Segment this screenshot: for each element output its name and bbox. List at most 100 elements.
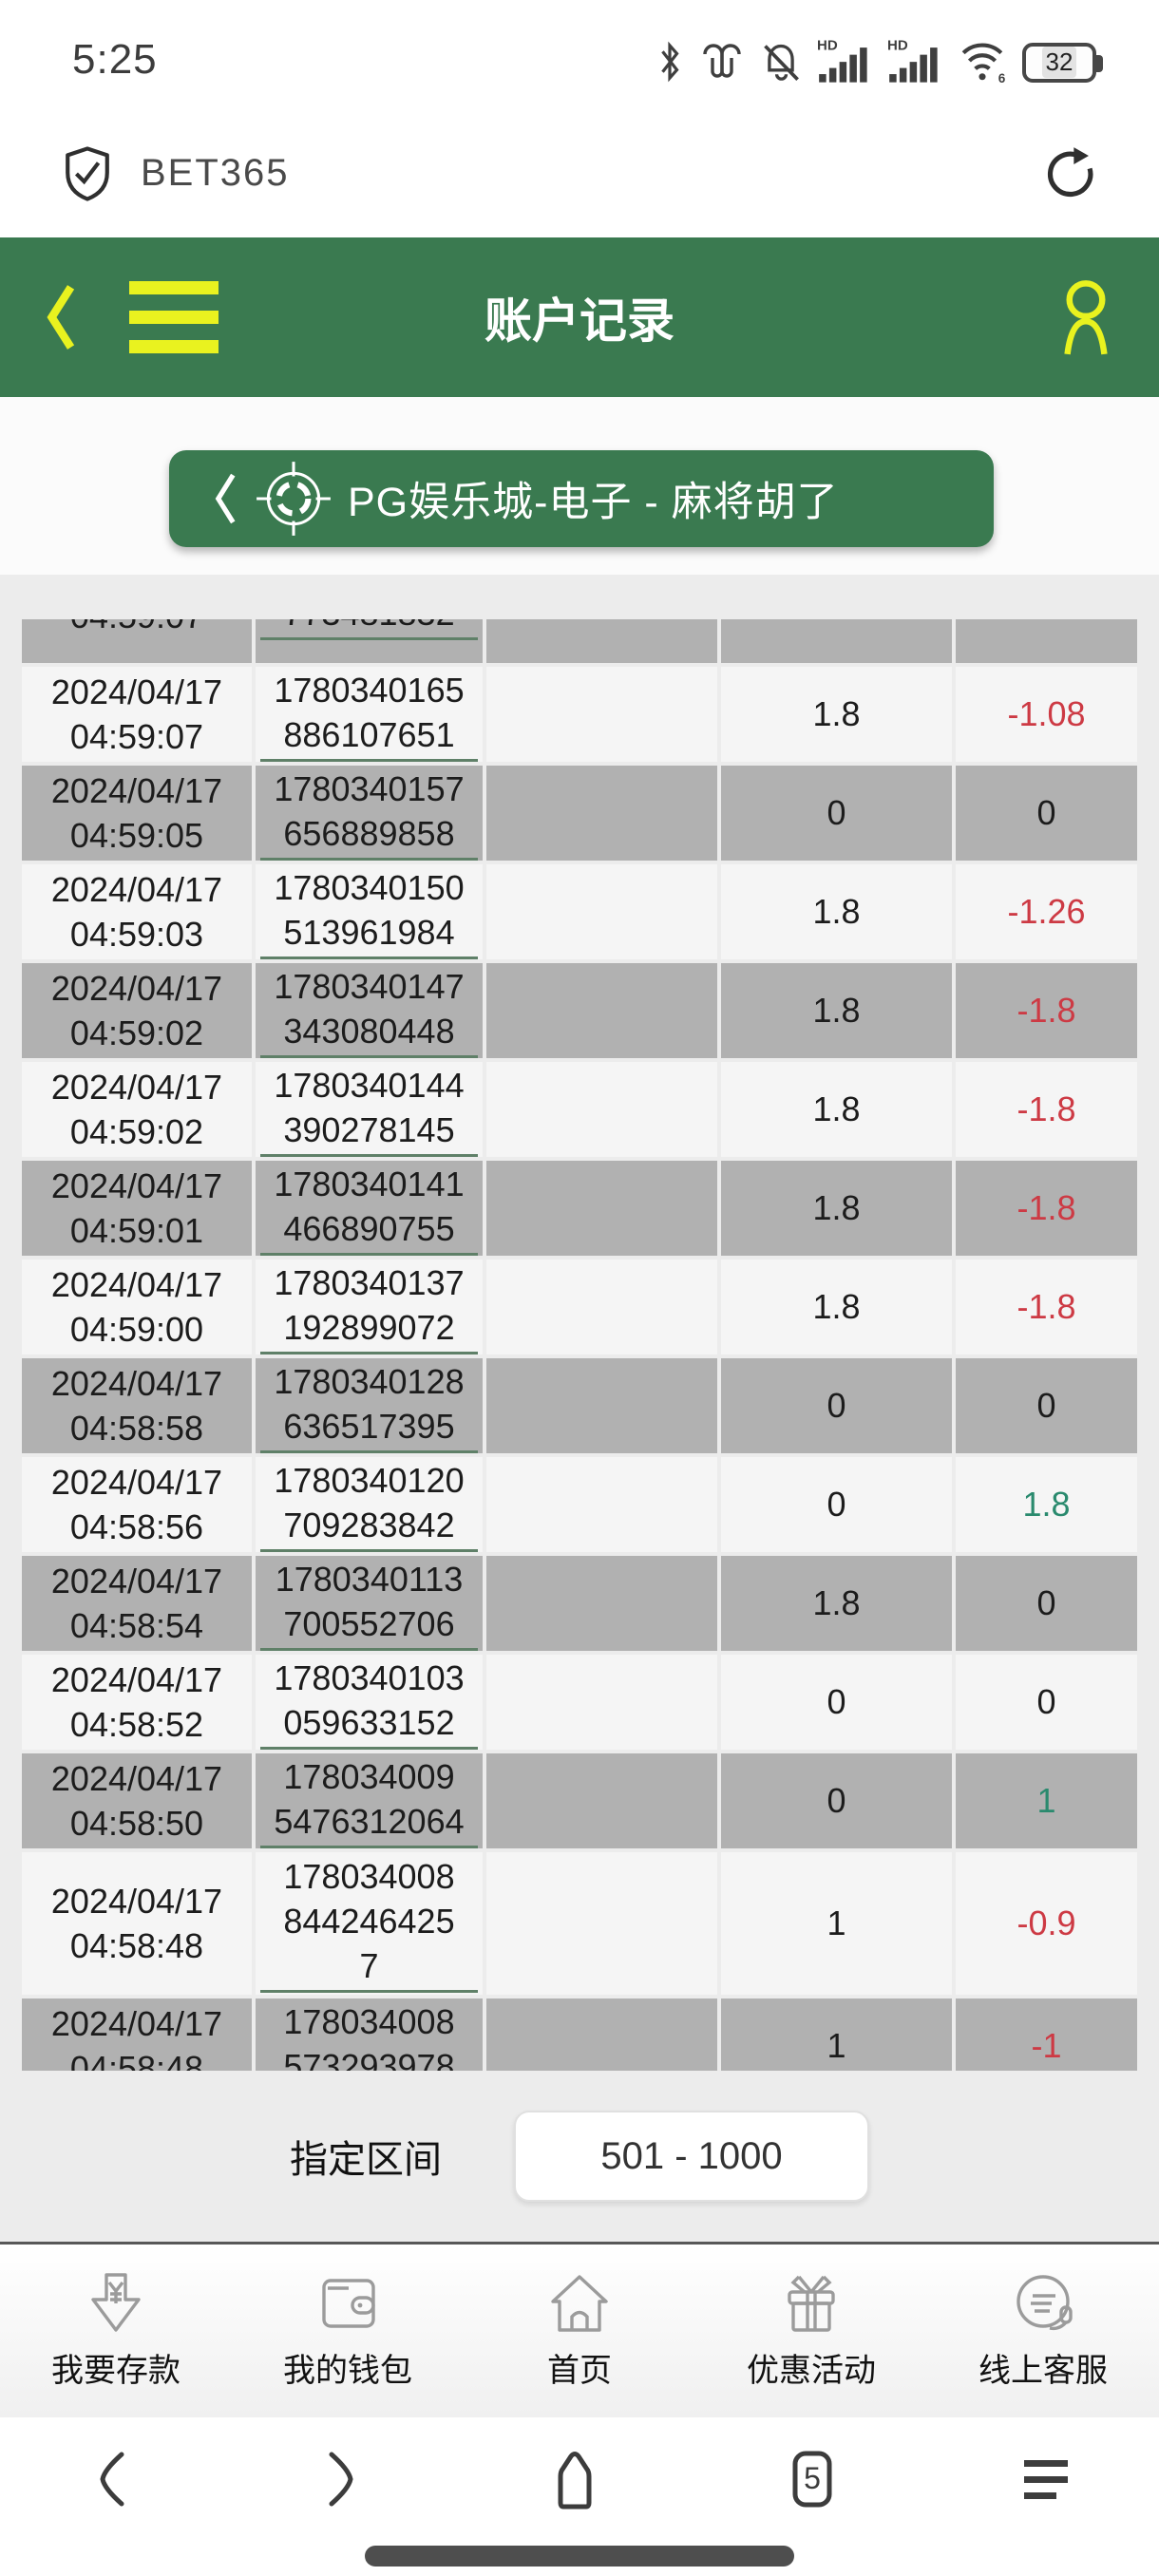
earbuds-icon	[699, 41, 745, 83]
cell-empty	[486, 1556, 717, 1651]
cell-profit: -1.08	[956, 667, 1137, 762]
records-table-body: 04:59:077734818322024/04/1704:59:0717803…	[22, 619, 1137, 2071]
range-input[interactable]: 501 - 1000	[514, 2111, 869, 2202]
records-table: 04:59:077734818322024/04/1704:59:0717803…	[18, 619, 1141, 2071]
nav-label: 首页	[547, 2353, 612, 2389]
table-row: 2024/04/17 04:59:03 1780340150 513961984 1.8…	[22, 864, 1137, 959]
bluetooth-icon	[656, 41, 684, 83]
cell-bet-amount: 1.8	[721, 1556, 952, 1651]
cell-empty	[486, 619, 717, 663]
table-row: 2024/04/17 04:59:07 1780340165 886107651 1.8…	[22, 667, 1137, 762]
nav-item-deposit[interactable]: 我要存款	[34, 2245, 198, 2417]
svg-text:HD: HD	[887, 37, 908, 53]
shield-check-icon	[61, 145, 114, 202]
cell-bet-amount: 0	[721, 1457, 952, 1552]
nav-label: 我要存款	[51, 2353, 180, 2389]
cell-order-id-link[interactable]: 1780340157 656889858	[256, 766, 483, 861]
cell-bet-amount: 0	[721, 1655, 952, 1750]
banner-back-icon	[211, 471, 239, 526]
cell-empty	[486, 1358, 717, 1453]
back-button[interactable]	[42, 281, 80, 353]
cell-datetime: 04:59:07	[22, 619, 252, 663]
battery-percent: 32	[1041, 47, 1077, 78]
nav-item-support[interactable]: 线上客服	[961, 2245, 1125, 2417]
cell-datetime: 2024/04/17 04:58:48	[22, 1998, 252, 2071]
cell-profit: 0	[956, 1655, 1137, 1750]
gesture-pill[interactable]	[365, 2546, 794, 2567]
cell-order-id-link[interactable]: 178034008 844246425 7	[256, 1852, 483, 1995]
table-row: 2024/04/17 04:58:48 178034008 844246425 7 1 -0…	[22, 1852, 1137, 1995]
nav-item-wallet[interactable]: 我的钱包	[266, 2245, 429, 2417]
cell-order-id-link[interactable]: 1780340147 343080448	[256, 963, 483, 1058]
cell-order-id-link[interactable]: 1780340103 059633152	[256, 1655, 483, 1750]
cell-bet-amount: 1.8	[721, 963, 952, 1058]
nav-item-promotions[interactable]: 优惠活动	[730, 2245, 893, 2417]
nav-back-button[interactable]	[87, 2449, 137, 2510]
nav-forward-button[interactable]	[316, 2449, 366, 2510]
cell-order-id-link[interactable]: 178034008 573293978	[256, 1998, 483, 2071]
cell-datetime: 2024/04/17 04:58:50	[22, 1753, 252, 1848]
cell-empty	[486, 1998, 717, 2071]
nav-tabs-button[interactable]: 5	[785, 2449, 840, 2510]
target-spinner-icon	[253, 458, 334, 540]
cell-datetime: 2024/04/17 04:58:52	[22, 1655, 252, 1750]
cell-profit	[956, 619, 1137, 663]
cell-profit: -1.26	[956, 864, 1137, 959]
cell-order-id-link[interactable]: 1780340141 466890755	[256, 1161, 483, 1256]
cell-bet-amount	[721, 619, 952, 663]
home-icon	[548, 2271, 611, 2336]
cell-empty	[486, 1260, 717, 1354]
bottom-nav: 我要存款 我的钱包 首页	[0, 2242, 1159, 2417]
cell-order-id-link[interactable]: 178034009 5476312064	[256, 1753, 483, 1848]
game-banner-button[interactable]: PG娱乐城-电子 - 麻将胡了	[169, 450, 994, 547]
cell-order-id-link[interactable]: 773481832	[256, 619, 483, 663]
cell-datetime: 2024/04/17 04:58:56	[22, 1457, 252, 1552]
profile-button[interactable]	[1054, 278, 1117, 356]
cell-bet-amount: 1.8	[721, 1260, 952, 1354]
cell-profit: -1.8	[956, 1062, 1137, 1157]
cell-order-id-link[interactable]: 1780340128 636517395	[256, 1358, 483, 1453]
table-row: 2024/04/17 04:58:50 178034009 5476312064 0 1	[22, 1753, 1137, 1848]
refresh-button[interactable]	[1043, 146, 1098, 201]
signal-hd-icon: HD	[817, 37, 872, 83]
table-row: 2024/04/17 04:59:02 1780340144 390278145 1.8…	[22, 1062, 1137, 1157]
cell-bet-amount: 0	[721, 1753, 952, 1848]
battery-icon: 32	[1022, 42, 1103, 83]
banner-area: PG娱乐城-电子 - 麻将胡了	[0, 397, 1159, 575]
cell-order-id-link[interactable]: 1780340165 886107651	[256, 667, 483, 762]
cell-order-id-link[interactable]: 1780340113 700552706	[256, 1556, 483, 1651]
nav-home-button[interactable]	[544, 2448, 605, 2510]
cell-order-id-link[interactable]: 1780340120 709283842	[256, 1457, 483, 1552]
nav-menu-button[interactable]	[1018, 2449, 1072, 2510]
site-title: BET365	[141, 152, 290, 194]
svg-text:HD: HD	[817, 37, 838, 53]
cell-bet-amount: 1.8	[721, 864, 952, 959]
cell-empty	[486, 864, 717, 959]
cell-profit: -1.8	[956, 1260, 1137, 1354]
nav-item-home[interactable]: 首页	[498, 2245, 661, 2417]
cell-empty	[486, 667, 717, 762]
deposit-icon	[85, 2271, 147, 2336]
browser-address-bar[interactable]: BET365	[0, 109, 1159, 237]
cell-bet-amount: 0	[721, 1358, 952, 1453]
app-header: 账户记录	[0, 237, 1159, 397]
cell-order-id-link[interactable]: 1780340144 390278145	[256, 1062, 483, 1157]
cell-datetime: 2024/04/17 04:58:48	[22, 1852, 252, 1995]
range-label: 指定区间	[290, 2139, 442, 2181]
table-row: 2024/04/17 04:58:58 1780340128 636517395 0 0	[22, 1358, 1137, 1453]
cell-profit: -1.8	[956, 1161, 1137, 1256]
svg-text:6: 6	[998, 71, 1006, 83]
table-row: 2024/04/17 04:59:02 1780340147 343080448 1.8…	[22, 963, 1137, 1058]
cell-empty	[486, 1852, 717, 1995]
cell-profit: -1.8	[956, 963, 1137, 1058]
clock: 5:25	[72, 35, 158, 83]
gift-icon	[780, 2271, 843, 2336]
cell-order-id-link[interactable]: 1780340137 192899072	[256, 1260, 483, 1354]
cell-order-id-link[interactable]: 1780340150 513961984	[256, 864, 483, 959]
records-scroll-view[interactable]: 04:59:077734818322024/04/1704:59:0717803…	[18, 619, 1141, 2071]
cell-bet-amount: 1.8	[721, 1062, 952, 1157]
menu-button[interactable]	[129, 281, 218, 353]
game-banner-label: PG娱乐城-电子 - 麻将胡了	[348, 480, 839, 525]
cell-empty	[486, 963, 717, 1058]
cell-datetime: 2024/04/17 04:59:05	[22, 766, 252, 861]
